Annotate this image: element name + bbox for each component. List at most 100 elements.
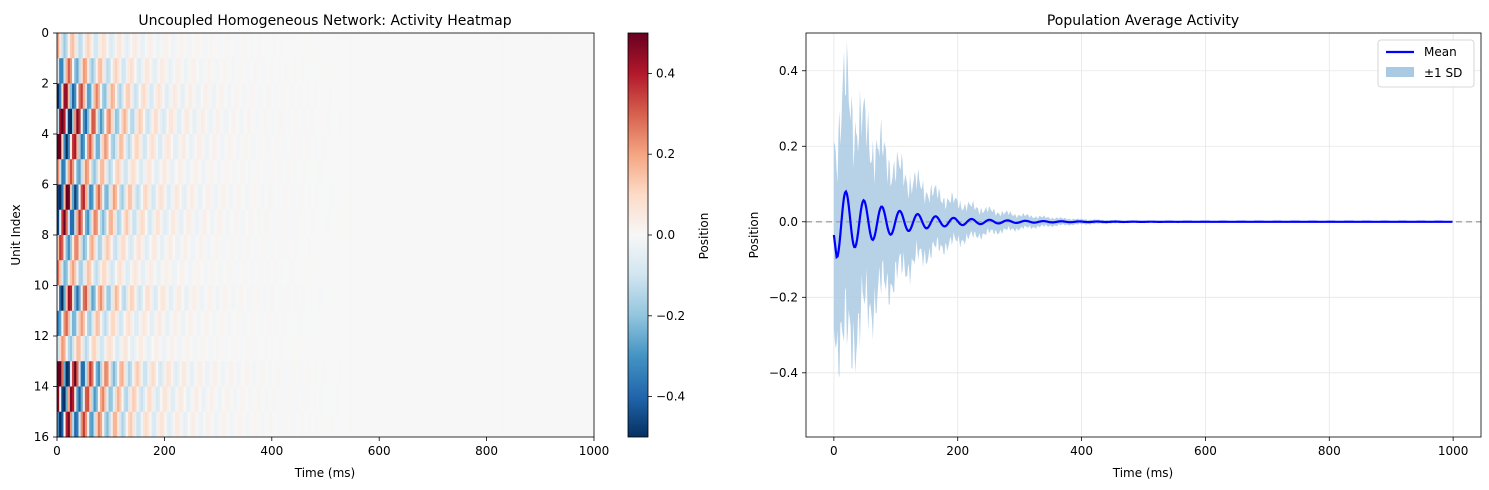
heatmap-cell [301, 209, 305, 236]
heatmap-cell [112, 285, 116, 312]
heatmap-cell [213, 285, 217, 312]
heatmap-cell [108, 285, 112, 312]
heatmap-cell [478, 386, 481, 413]
heatmap-cell [478, 310, 481, 337]
heatmap-cell [130, 134, 133, 160]
heatmap-cell [536, 260, 539, 286]
heatmap-cell [415, 83, 419, 110]
heatmap-cell [394, 108, 397, 135]
heatmap-cell [140, 336, 144, 362]
heatmap-cell [256, 58, 260, 84]
heatmap-cell [314, 209, 318, 236]
heatmap-cell [295, 386, 298, 413]
heatmap-cell [72, 285, 75, 312]
heatmap-cell [523, 285, 526, 312]
heatmap-cell [351, 310, 354, 337]
heatmap-cell [99, 159, 103, 185]
heatmap-cell [351, 159, 354, 185]
heatmap-cell [501, 134, 505, 160]
heatmap-cell [246, 361, 249, 387]
heatmap-cell [462, 386, 466, 413]
heatmap-cell [237, 134, 240, 160]
heatmap-cell [542, 33, 545, 59]
heatmap-cell [125, 336, 129, 362]
heatmap-cell [578, 285, 582, 312]
heatmap-cell [527, 108, 530, 135]
heatmap-cell [525, 336, 528, 362]
heatmap-cell [271, 134, 275, 160]
heatmap-cell [102, 134, 105, 160]
heatmap-cell [246, 310, 249, 337]
heatmap-cell [420, 209, 423, 236]
heatmap-cell [250, 260, 253, 286]
colorbar-tick-label: 0.0 [656, 228, 675, 242]
heatmap-cell [392, 33, 395, 59]
heatmap-cell [138, 411, 142, 438]
heatmap-cell [261, 336, 264, 362]
heatmap-cell [355, 83, 359, 110]
heatmap-cell [490, 310, 494, 337]
heatmap-cell [125, 361, 129, 387]
heatmap-cell [95, 83, 99, 110]
heatmap-cell [115, 134, 118, 160]
heatmap-cell [87, 336, 90, 362]
heatmap-cell [538, 361, 541, 387]
heatmap-cell [503, 159, 507, 185]
heatmap-cell [215, 411, 219, 438]
heatmap-cell [488, 184, 492, 211]
heatmap-cell [166, 83, 170, 110]
heatmap-cell [510, 285, 513, 312]
heatmap-cell [499, 361, 503, 387]
heatmap-cell [486, 285, 490, 312]
heatmap-cell [501, 83, 505, 110]
heatmap-cell [460, 260, 464, 286]
heatmap-cell [261, 260, 264, 286]
heatmap-cell [351, 108, 354, 135]
heatmap-cell [349, 108, 352, 135]
heatmap-cell [235, 184, 238, 211]
heatmap-cell [589, 386, 593, 413]
heatmap-cell [142, 58, 146, 84]
heatmap-cell [321, 260, 324, 286]
heatmap-cell [239, 285, 243, 312]
heatmap-cell [417, 209, 421, 236]
heatmap-cell [518, 260, 522, 286]
heatmap-cell [310, 336, 314, 362]
heatmap-cell [263, 83, 266, 110]
heatmap-cell [336, 310, 339, 337]
heatmap-cell [383, 209, 387, 236]
heatmap-cell [325, 159, 329, 185]
heatmap-cell [548, 83, 552, 110]
heatmap-cell [91, 260, 94, 286]
heatmap-cell [78, 83, 82, 110]
heatmap-cell [185, 184, 189, 211]
heatmap-cell [278, 361, 281, 387]
heatmap-cell [460, 310, 464, 337]
heatmap-cell [585, 134, 588, 160]
heatmap-cell [209, 108, 213, 135]
heatmap-cell [97, 310, 101, 337]
heatmap-cell [149, 336, 152, 362]
heatmap-cell [228, 83, 232, 110]
heatmap-cell [370, 386, 374, 413]
heatmap-cell [237, 411, 240, 438]
heatmap-cell [87, 58, 90, 84]
heatmap-cell [529, 235, 533, 261]
heatmap-cell [319, 310, 322, 337]
heatmap-cell [469, 411, 472, 438]
heatmap-cell [160, 33, 163, 59]
heatmap-cell [523, 310, 526, 337]
heatmap-cell [458, 235, 462, 261]
heatmap-cell [510, 361, 513, 387]
heatmap-cell [362, 134, 365, 160]
heatmap-cell [84, 58, 88, 84]
heatmap-cell [417, 33, 421, 59]
heatmap-cell [400, 361, 404, 387]
heatmap-cell [237, 58, 240, 84]
heatmap-cell [284, 285, 288, 312]
heatmap-cell [353, 285, 356, 312]
heatmap-cell [78, 209, 82, 236]
heatmap-cell [396, 134, 399, 160]
heatmap-cell [164, 411, 167, 438]
